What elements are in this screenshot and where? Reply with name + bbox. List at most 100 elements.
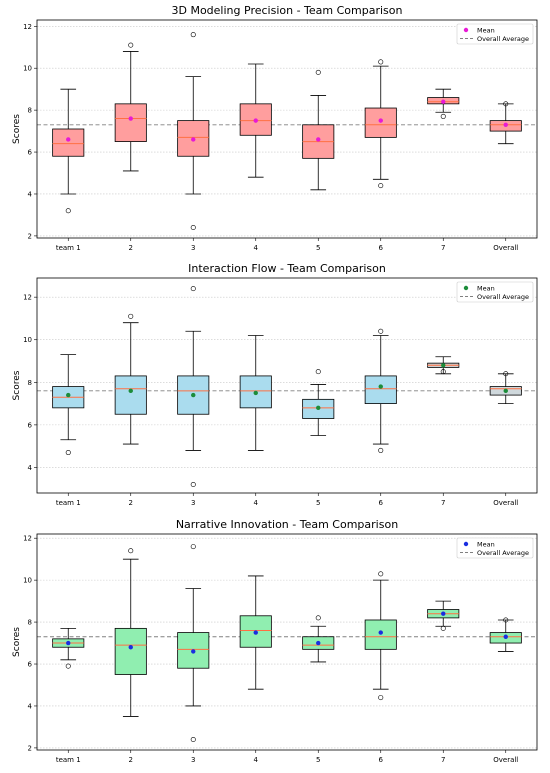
box-body — [364, 375, 397, 404]
x-tick-label: Overall — [493, 756, 518, 764]
y-tick-label: 6 — [28, 421, 33, 429]
box-7 — [427, 356, 460, 375]
x-tick-label: 3 — [191, 499, 195, 507]
box-1 — [52, 88, 85, 214]
x-tick-label: team 1 — [56, 499, 81, 507]
outlier-point — [190, 286, 196, 292]
mean-point — [441, 363, 446, 368]
box-body — [239, 375, 272, 409]
outlier-point — [440, 625, 446, 631]
outlier-point — [65, 208, 71, 214]
legend-mean-marker — [463, 285, 469, 291]
chart-panel-3: Narrative Innovation - Team Comparison Sc… — [12, 518, 538, 764]
x-tick-label: 5 — [316, 499, 320, 507]
legend-average-label: Overall Average — [477, 549, 529, 557]
box-3 — [177, 32, 210, 231]
y-tick-label: 2 — [28, 744, 32, 752]
box-5 — [302, 615, 335, 663]
x-tick-label: Overall — [493, 244, 518, 252]
legend-average-label: Overall Average — [477, 293, 529, 301]
outlier-point — [315, 69, 321, 75]
mean-point — [191, 649, 196, 654]
outlier-point — [65, 663, 71, 669]
y-tick-label: 4 — [28, 702, 33, 710]
box-8 — [489, 617, 522, 652]
mean-point — [503, 634, 508, 639]
box-4 — [239, 63, 272, 178]
box-3 — [177, 286, 210, 487]
x-tick-label: 3 — [191, 244, 195, 252]
mean-point — [128, 388, 133, 394]
mean-point — [378, 630, 383, 635]
x-tick-label: 4 — [254, 756, 259, 764]
x-tick-label: 6 — [379, 756, 384, 764]
x-tick-label: 4 — [254, 244, 259, 252]
outlier-point — [440, 369, 446, 375]
mean-point — [441, 611, 446, 616]
plot-frame — [36, 19, 538, 239]
box-2 — [114, 313, 147, 445]
outlier-point — [378, 695, 384, 701]
y-tick-label: 8 — [28, 379, 32, 387]
x-tick-label: 7 — [441, 756, 445, 764]
x-tick-label: 5 — [316, 756, 320, 764]
chart-panel-1: 3D Modeling Precision - Team Comparison S… — [12, 4, 538, 252]
y-tick-label: 8 — [28, 107, 32, 115]
x-tick-label: 2 — [129, 756, 133, 764]
mean-point — [128, 645, 133, 650]
mean-point — [316, 405, 321, 411]
mean-point — [128, 116, 133, 121]
legend-average-label: Overall Average — [477, 35, 529, 43]
outlier-point — [128, 42, 134, 48]
box-6 — [364, 571, 397, 701]
y-tick-label: 6 — [28, 661, 33, 669]
outlier-point — [378, 571, 384, 577]
outlier-point — [190, 544, 196, 550]
y-tick-label: 4 — [28, 190, 33, 198]
x-tick-label: 6 — [379, 244, 384, 252]
y-tick-label: 12 — [23, 294, 32, 302]
outlier-point — [503, 101, 509, 107]
box-body — [114, 375, 147, 415]
y-tick-label: 12 — [23, 23, 32, 31]
y-tick-label: 8 — [28, 619, 32, 627]
legend-box — [456, 23, 534, 45]
legend-mean-label: Mean — [477, 26, 495, 34]
legend-mean-label: Mean — [477, 540, 495, 548]
box-6 — [364, 328, 397, 453]
mean-point — [253, 390, 258, 396]
mean-point — [316, 640, 321, 646]
outlier-point — [128, 548, 134, 554]
y-axis-label: Scores — [12, 370, 22, 400]
plot-frame — [36, 277, 538, 494]
box-8 — [489, 101, 522, 145]
outlier-point — [503, 371, 509, 377]
legend-box — [456, 281, 534, 303]
mean-point — [503, 388, 508, 394]
box-body — [114, 103, 147, 142]
y-tick-label: 12 — [23, 535, 32, 543]
box-7 — [427, 600, 460, 631]
x-tick-label: 3 — [191, 756, 195, 764]
mean-point — [66, 392, 71, 398]
x-tick-label: 4 — [254, 499, 259, 507]
outlier-point — [315, 615, 321, 621]
outlier-point — [315, 369, 321, 375]
box-7 — [427, 88, 460, 119]
outlier-point — [440, 113, 446, 119]
outlier-point — [378, 183, 384, 189]
mean-point — [316, 137, 321, 142]
legend-mean-marker — [463, 27, 469, 33]
mean-point — [441, 99, 446, 104]
box-1 — [52, 354, 85, 456]
outlier-point — [190, 32, 196, 38]
box-body — [114, 627, 147, 675]
outlier-point — [65, 450, 71, 456]
x-tick-label: Overall — [493, 499, 518, 507]
x-tick-label: 6 — [379, 499, 384, 507]
box-body — [52, 128, 85, 157]
plot-frame — [36, 533, 538, 751]
chart-title: Interaction Flow - Team Comparison — [188, 262, 386, 275]
